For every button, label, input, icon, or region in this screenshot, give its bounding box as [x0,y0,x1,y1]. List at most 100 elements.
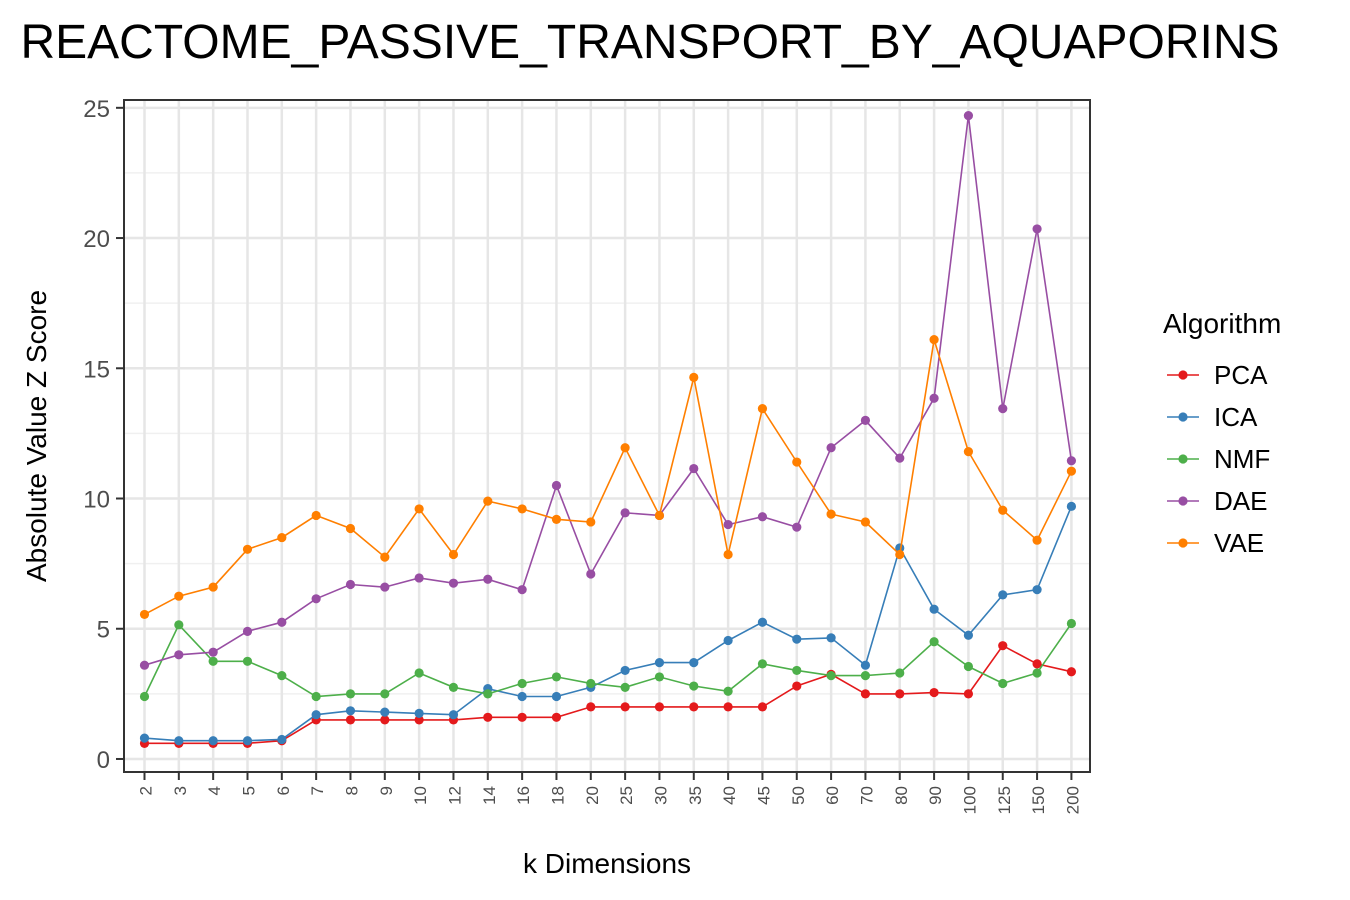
data-point-dae [174,650,184,660]
data-point-nmf [792,665,802,676]
legend-label: ICA [1214,402,1258,432]
legend-item-pca: PCA [1167,360,1268,390]
data-point-vae [208,582,218,592]
data-point-nmf [998,678,1008,689]
data-point-vae [689,372,699,382]
data-point-dae [895,453,905,463]
data-point-vae [414,504,424,514]
data-point-dae [380,582,390,592]
data-point-ica [174,736,184,746]
y-tick-label: 15 [83,356,110,383]
legend-item-dae: DAE [1167,486,1267,516]
plot-area [124,100,1090,772]
data-point-nmf [345,689,356,699]
data-point-dae [963,111,974,121]
data-point-dae [277,617,287,627]
plot-border [123,99,1091,773]
data-point-vae [963,447,974,457]
data-point-pca [723,702,733,712]
data-point-dae [860,415,871,425]
chart-title-text: REACTOME_PASSIVE_TRANSPORT_BY_AQUAPORINS [20,16,1280,69]
data-point-vae [517,504,527,514]
data-point-dae [139,660,150,670]
data-point-vae [929,335,939,345]
x-axis-title: k Dimensions [523,848,691,879]
data-point-nmf [448,682,459,692]
data-point-ica [551,691,562,702]
data-point-ica [723,635,733,646]
data-point-pca [689,702,699,712]
data-point-nmf [654,672,665,682]
x-tick-label: 25 [617,786,636,805]
data-point-nmf [826,671,836,681]
data-point-pca [551,712,562,722]
x-tick-label: 3 [171,786,190,795]
data-point-ica [277,734,287,745]
legend-label: NMF [1214,444,1270,474]
data-point-ica [757,617,768,627]
data-point-pca [929,687,939,698]
legend-item-ica: ICA [1167,402,1258,432]
data-point-vae [174,591,184,601]
data-point-ica [517,691,527,702]
data-point-vae [826,509,836,519]
data-point-pca [414,715,424,725]
data-point-pca [517,712,527,722]
data-point-dae [929,393,939,403]
data-point-vae [998,505,1008,515]
legend: Algorithm PCA ICA NMF DAE VAE [1163,308,1281,558]
data-point-nmf [1032,668,1042,678]
x-tick-label: 70 [857,786,876,805]
legend-marker [1178,496,1188,506]
data-point-dae [689,463,699,474]
x-tick-label: 150 [1029,786,1048,814]
x-tick-label: 30 [651,786,670,805]
data-point-ica [620,665,630,676]
legend-item-nmf: NMF [1167,444,1270,474]
data-point-vae [311,510,321,521]
data-point-nmf [139,691,150,702]
data-point-dae [998,404,1008,414]
data-point-pca [860,689,871,699]
data-point-dae [483,574,493,584]
data-point-ica [895,543,905,553]
data-point-dae [311,594,321,604]
data-point-nmf [929,637,939,647]
data-point-vae [380,552,390,562]
x-tick-label: 45 [754,786,773,805]
y-tick-label: 10 [83,487,110,514]
data-point-dae [1032,224,1042,234]
y-tick-label: 0 [97,747,110,774]
x-tick-label: 12 [445,786,464,805]
data-point-nmf [689,681,699,691]
data-point-pca [895,689,905,699]
data-point-pca [963,689,974,699]
data-point-dae [345,579,356,590]
data-point-dae [620,508,630,518]
data-point-pca [586,702,596,712]
data-point-pca [620,702,630,712]
data-point-ica [1066,501,1077,511]
x-tick-label: 2 [137,786,156,795]
data-point-vae [551,514,562,524]
legend-label: VAE [1214,528,1264,558]
data-point-vae [1066,466,1077,476]
data-point-dae [792,522,802,532]
data-point-ica [448,710,459,720]
data-point-pca [757,702,768,712]
x-tick-label: 18 [548,786,567,805]
chart-title: REACTOME_PASSIVE_TRANSPORT_BY_AQUAPORINS [0,8,1350,78]
data-point-pca [380,715,390,725]
data-point-pca [1032,659,1042,669]
data-point-vae [620,443,630,453]
series-line-pca [144,644,1072,745]
grid-lines [124,100,1090,772]
x-tick-label: 90 [926,786,945,805]
data-point-ica [929,604,939,614]
data-point-ica [963,630,974,640]
x-tick-label: 35 [686,786,705,805]
data-point-dae [826,443,836,453]
data-point-ica [414,708,424,718]
x-tick-label: 5 [239,786,258,795]
